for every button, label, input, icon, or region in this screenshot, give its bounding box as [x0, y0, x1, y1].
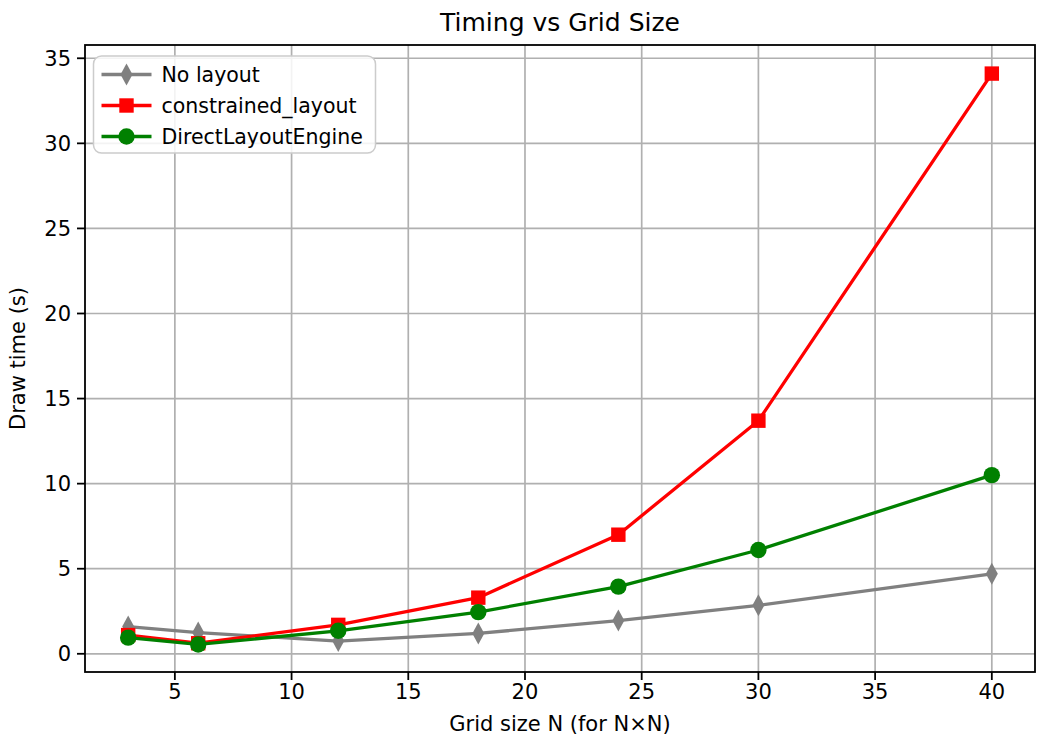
y-axis-label: Draw time (s) [6, 287, 30, 430]
y-tick-label: 35 [44, 47, 71, 71]
data-point-directlayoutengine [750, 542, 766, 558]
data-point-directlayoutengine [330, 623, 346, 639]
x-tick-label: 35 [862, 680, 889, 704]
y-tick-label: 10 [44, 472, 71, 496]
data-point-directlayoutengine [120, 629, 136, 645]
x-tick-label: 5 [168, 680, 181, 704]
y-tick-label: 25 [44, 217, 71, 241]
x-tick-label: 25 [628, 680, 655, 704]
y-tick-label: 20 [44, 302, 71, 326]
legend-label: No layout [162, 63, 260, 87]
x-tick-label: 15 [395, 680, 422, 704]
data-point-constrained-layout [985, 66, 999, 80]
data-point-constrained-layout [611, 527, 625, 541]
data-point-constrained-layout [751, 413, 765, 427]
legend-marker-square [119, 98, 133, 112]
legend-label: constrained_layout [162, 94, 357, 119]
x-tick-label: 10 [278, 680, 305, 704]
legend-label: DirectLayoutEngine [162, 125, 363, 149]
y-tick-label: 15 [44, 387, 71, 411]
y-tick-label: 0 [58, 642, 71, 666]
chart-canvas: 5 10 15 20 25 30 35 40 0 5 10 15 20 25 30 35 Timing vs G… [0, 0, 1050, 750]
x-tick-label: 30 [745, 680, 772, 704]
data-point-directlayoutengine [610, 578, 626, 594]
x-tick-label: 20 [512, 680, 539, 704]
data-point-constrained-layout [471, 590, 485, 604]
chart-title: Timing vs Grid Size [439, 8, 680, 37]
x-tick-label: 40 [978, 680, 1005, 704]
y-tick-label: 30 [44, 132, 71, 156]
x-axis-label: Grid size N (for N×N) [449, 712, 670, 736]
figure: 5 10 15 20 25 30 35 40 0 5 10 15 20 25 30 35 Timing vs G… [0, 0, 1050, 750]
data-point-directlayoutengine [470, 604, 486, 620]
legend-marker-circle [118, 128, 134, 144]
data-point-directlayoutengine [190, 636, 206, 652]
data-point-directlayoutengine [984, 467, 1000, 483]
y-tick-label: 5 [58, 557, 71, 581]
